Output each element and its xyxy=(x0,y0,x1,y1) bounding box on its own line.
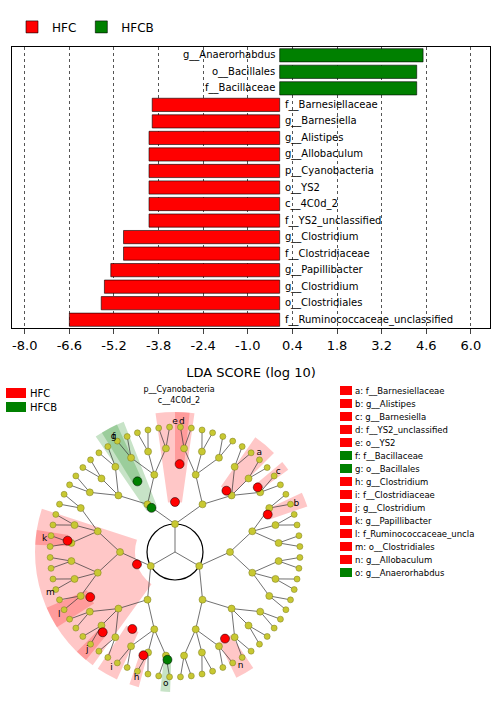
svg-text:g__Allobaculum: g__Allobaculum xyxy=(285,148,363,160)
svg-text:m: o__Clostridiales: m: o__Clostridiales xyxy=(355,542,435,552)
svg-text:o: o xyxy=(163,678,169,688)
svg-text:g__Clostridium: g__Clostridium xyxy=(285,281,358,293)
svg-text:a: a xyxy=(256,447,262,457)
svg-text:-2.4: -2.4 xyxy=(191,338,216,353)
svg-text:HFC: HFC xyxy=(52,21,76,35)
svg-text:g__Clostridium: g__Clostridium xyxy=(285,231,358,243)
svg-text:o__Clostridiales: o__Clostridiales xyxy=(285,297,362,309)
svg-text:-5.2: -5.2 xyxy=(101,338,126,353)
svg-text:HFC: HFC xyxy=(30,388,50,399)
svg-text:o: g__Anaerorhabdus: o: g__Anaerorhabdus xyxy=(355,568,445,578)
svg-text:n: g__Allobaculum: n: g__Allobaculum xyxy=(355,555,432,565)
svg-text:-1.0: -1.0 xyxy=(235,338,260,353)
svg-text:k: k xyxy=(42,533,48,543)
svg-text:g: o__Bacillales: g: o__Bacillales xyxy=(355,464,420,474)
svg-text:p__Cyanobacteria: p__Cyanobacteria xyxy=(285,165,374,177)
svg-text:d: d xyxy=(179,416,185,426)
svg-text:f__Clostridiaceae: f__Clostridiaceae xyxy=(285,248,370,260)
svg-text:HFCB: HFCB xyxy=(30,402,57,413)
svg-text:3.2: 3.2 xyxy=(371,338,392,353)
svg-text:l: l xyxy=(58,609,61,619)
svg-text:k: g__Papillibacter: k: g__Papillibacter xyxy=(355,516,432,526)
svg-text:h: h xyxy=(134,672,140,682)
svg-text:LDA SCORE (log 10): LDA SCORE (log 10) xyxy=(186,365,316,380)
svg-text:6.0: 6.0 xyxy=(461,338,482,353)
svg-text:p__Cyanobacteria: p__Cyanobacteria xyxy=(143,385,214,394)
svg-text:0.4: 0.4 xyxy=(282,338,303,353)
svg-text:g__Barnesiella: g__Barnesiella xyxy=(285,115,357,127)
svg-text:c__4C0d_2: c__4C0d_2 xyxy=(285,198,338,210)
svg-text:b: g__Alistipes: b: g__Alistipes xyxy=(355,399,416,409)
svg-text:o__Bacillales: o__Bacillales xyxy=(212,66,275,78)
svg-text:i: f__Clostridiaceae: i: f__Clostridiaceae xyxy=(355,490,435,500)
svg-text:-6.6: -6.6 xyxy=(57,338,82,353)
svg-text:f: f__Bacillaceae: f: f__Bacillaceae xyxy=(355,451,423,461)
svg-text:g__Anaerorhabdus: g__Anaerorhabdus xyxy=(183,49,275,61)
svg-text:g__Alistipes: g__Alistipes xyxy=(285,132,343,144)
svg-text:HFCB: HFCB xyxy=(121,21,154,35)
svg-text:f__Ruminococcaceae_unclassifie: f__Ruminococcaceae_unclassified xyxy=(285,314,453,326)
svg-text:n: n xyxy=(238,660,244,670)
svg-text:c: c xyxy=(276,466,281,476)
svg-text:f__Barnesiellaceae: f__Barnesiellaceae xyxy=(285,99,378,111)
svg-text:c: g__Barnesiella: c: g__Barnesiella xyxy=(355,412,426,422)
svg-text:a: f__Barnesiellaceae: a: f__Barnesiellaceae xyxy=(355,386,445,396)
svg-text:f__YS2_unclassified: f__YS2_unclassified xyxy=(285,215,381,227)
svg-text:f__Bacillaceae: f__Bacillaceae xyxy=(205,82,275,94)
svg-text:g: g xyxy=(111,431,117,441)
svg-text:j: j xyxy=(85,644,89,654)
svg-text:e: e xyxy=(172,416,178,426)
svg-text:m: m xyxy=(46,587,55,597)
svg-text:d: f__YS2_unclassified: d: f__YS2_unclassified xyxy=(355,425,448,435)
svg-text:c__4C0d_2: c__4C0d_2 xyxy=(158,396,200,405)
svg-text:o__YS2: o__YS2 xyxy=(285,182,320,194)
svg-text:-3.8: -3.8 xyxy=(146,338,171,353)
svg-text:b: b xyxy=(294,498,300,508)
svg-text:e: o__YS2: e: o__YS2 xyxy=(355,438,396,448)
svg-text:g__Papillibacter: g__Papillibacter xyxy=(285,264,364,276)
svg-text:1.8: 1.8 xyxy=(327,338,348,353)
svg-text:i: i xyxy=(110,662,113,672)
svg-text:h: g__Clostridium: h: g__Clostridium xyxy=(355,477,428,487)
svg-text:-8.0: -8.0 xyxy=(12,338,37,353)
svg-text:l: f_Ruminococcaceae_uncla: l: f_Ruminococcaceae_uncla xyxy=(355,529,474,539)
svg-text:4.6: 4.6 xyxy=(416,338,437,353)
svg-text:j: g__Clostridium: j: g__Clostridium xyxy=(354,503,425,513)
